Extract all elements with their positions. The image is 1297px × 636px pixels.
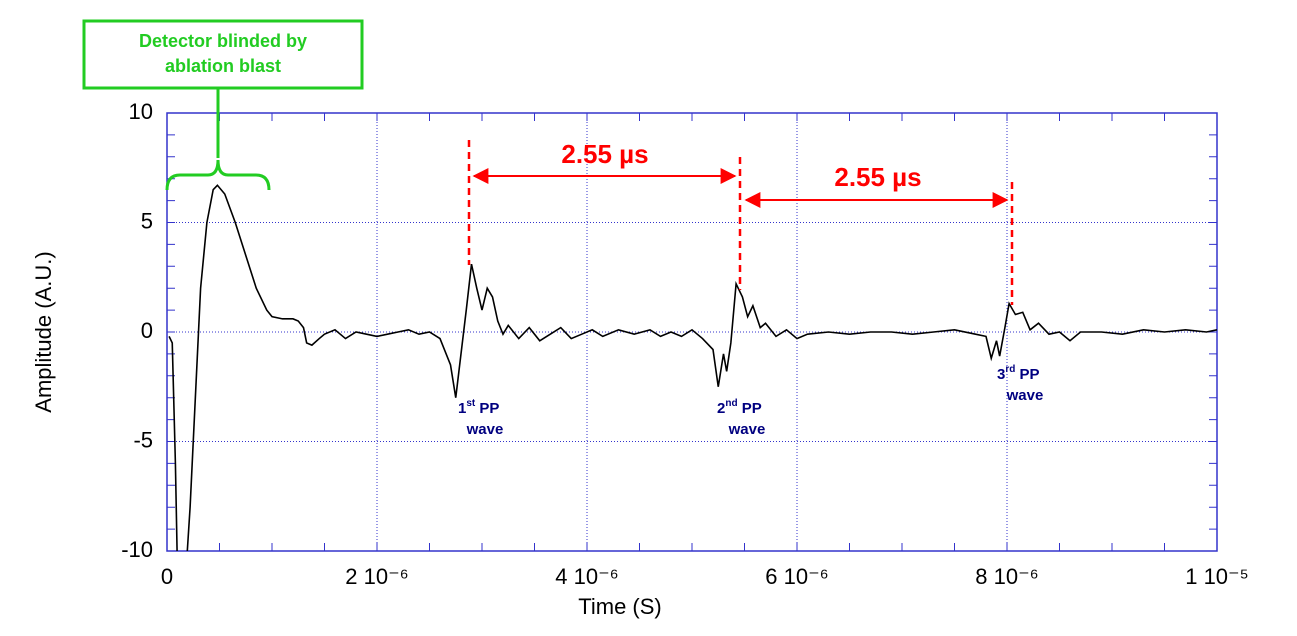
annotation-text: ablation blast — [165, 56, 281, 76]
x-tick-label: 6 10⁻⁶ — [765, 564, 829, 589]
y-tick-label: -5 — [133, 427, 153, 452]
y-tick-label: -10 — [121, 537, 153, 562]
annotation-bracket — [165, 88, 271, 191]
line-layer — [168, 184, 1217, 551]
y-tick-label: 5 — [141, 208, 153, 233]
y-axis-label: Amplitude (A.U.) — [31, 251, 56, 412]
x-tick-label: 1 10⁻⁵ — [1185, 564, 1249, 589]
y-tick-label: 10 — [129, 99, 153, 124]
x-tick-label: 8 10⁻⁶ — [975, 564, 1039, 589]
minor-ticks — [166, 112, 1218, 552]
annotation-box — [82, 19, 364, 90]
interval-label: 2.55 µs — [834, 162, 921, 192]
signal-line — [168, 184, 1217, 551]
x-axis-label: Time (S) — [578, 594, 662, 619]
wave-label: wave — [728, 421, 766, 438]
annotation-text: Detector blinded by — [139, 31, 307, 51]
wave-label: 1st PP — [458, 398, 499, 417]
x-tick-label: 0 — [161, 564, 173, 589]
wave-label: 3rd PP — [997, 364, 1040, 383]
wave-label: wave — [466, 421, 504, 438]
y-tick-label: 0 — [141, 318, 153, 343]
x-tick-label: 2 10⁻⁶ — [345, 564, 409, 589]
x-tick-label: 4 10⁻⁶ — [555, 564, 619, 589]
interval-label: 2.55 µs — [561, 139, 648, 169]
wave-label: 2nd PP — [717, 398, 762, 417]
ticks: 0 2 10⁻⁶ 4 10⁻⁶ 6 10⁻⁶ 8 10⁻⁶ 1 10⁻⁵ 10 5 0 -5 -10 — [121, 99, 1249, 589]
wave-label: wave — [1006, 387, 1044, 404]
